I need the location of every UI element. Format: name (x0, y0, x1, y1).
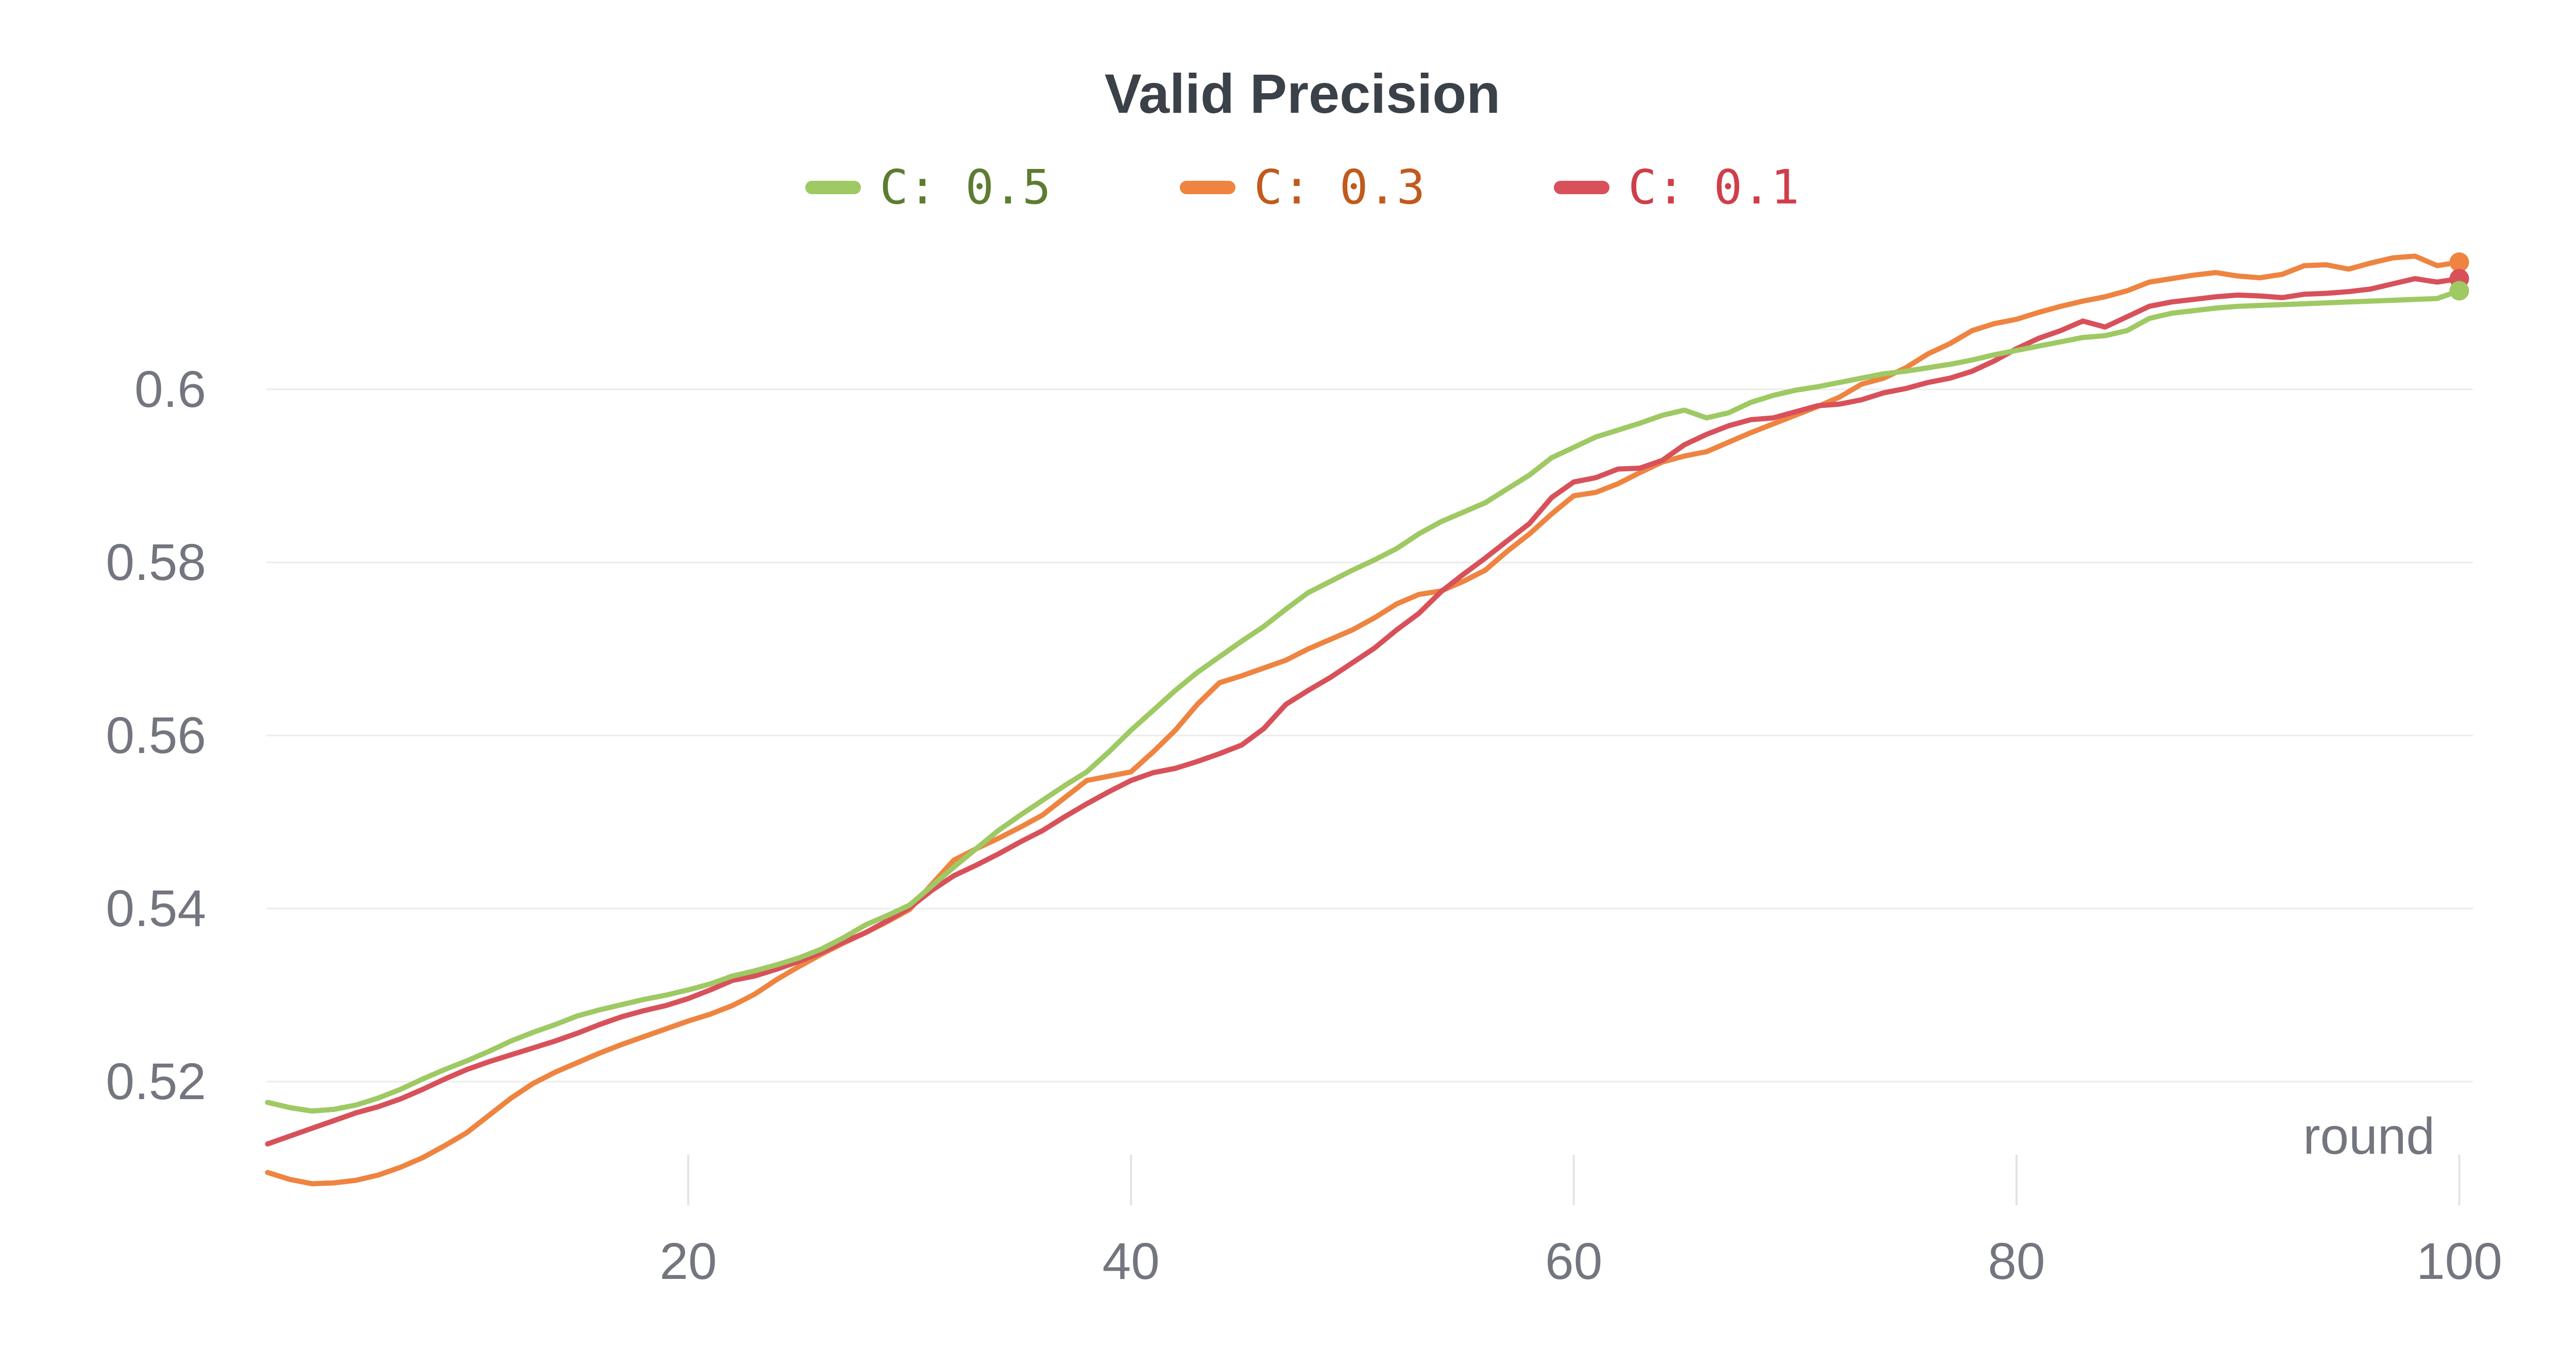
series-c-0.3 (265, 252, 2469, 1187)
chart-title: Valid Precision (1104, 62, 1501, 125)
y-tick-label-0.54: 0.54 (106, 880, 206, 937)
series-endpoint-dot (2449, 252, 2469, 272)
y-tick-label-0.56: 0.56 (106, 707, 206, 764)
x-tick-label-40: 40 (1103, 1233, 1160, 1290)
legend-swatch-green-icon (805, 181, 861, 194)
y-axis-tick-labels: 0.6 0.58 0.56 0.54 0.52 (106, 361, 206, 1110)
chart-legend: C: 0.5 C: 0.3 C: 0.1 (0, 164, 2576, 211)
legend-item-c-0.1: C: 0.1 (1554, 160, 1800, 215)
series-c-0.5 (265, 281, 2469, 1114)
x-tick-label-20: 20 (659, 1233, 717, 1290)
legend-swatch-orange-icon (1179, 181, 1235, 194)
series-line (265, 253, 2462, 1187)
legend-item-c-0.3: C: 0.3 (1179, 160, 1426, 215)
y-tick-label-0.52: 0.52 (106, 1053, 206, 1110)
x-axis-tick-labels: 20 40 60 80 100 (659, 1233, 2502, 1290)
gridlines (266, 388, 2473, 1083)
legend-item-c-0.5: C: 0.5 (805, 160, 1051, 215)
y-tick-label-0.58: 0.58 (106, 534, 206, 591)
series-endpoint-dot (2449, 281, 2469, 301)
y-tick-label-0.6: 0.6 (134, 361, 206, 418)
series-line (265, 276, 2462, 1147)
series-line (265, 288, 2462, 1114)
legend-label-c-0.3: C: 0.3 (1253, 160, 1426, 215)
legend-label-c-0.5: C: 0.5 (879, 160, 1051, 215)
legend-swatch-red-icon (1554, 181, 1610, 194)
legend-label-c-0.1: C: 0.1 (1628, 160, 1800, 215)
x-axis-label: round (2303, 1107, 2435, 1165)
x-axis-ticks (687, 1155, 2461, 1205)
x-tick-label-60: 60 (1545, 1233, 1602, 1290)
x-tick-label-100: 100 (2416, 1233, 2502, 1290)
x-tick-label-80: 80 (1988, 1233, 2045, 1290)
